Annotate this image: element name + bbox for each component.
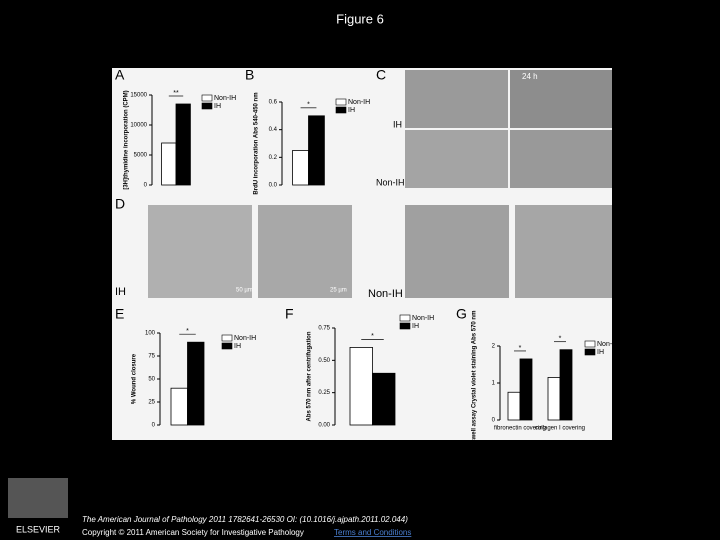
legend-swatch <box>201 94 213 102</box>
y-tick-label: 0 <box>492 418 496 424</box>
legend-swatch <box>221 334 233 342</box>
significance-label: * <box>307 102 310 109</box>
legend-label: IH <box>412 323 419 330</box>
y-tick-label: 2 <box>492 344 496 350</box>
y-tick-label: 0.4 <box>269 127 278 133</box>
bar <box>547 377 561 421</box>
photo <box>510 130 612 188</box>
bar <box>175 103 191 186</box>
legend-swatch <box>335 106 347 114</box>
legend-swatch <box>201 102 213 110</box>
significance-label: * <box>371 333 374 340</box>
y-tick-label: 75 <box>148 354 155 360</box>
panel-letter: C <box>376 67 386 83</box>
y-tick-label: 0 <box>144 183 148 189</box>
scale-label: 25 µm <box>330 288 347 294</box>
y-tick-label: 10000 <box>130 123 147 129</box>
y-axis-label: Abs 570 nm after centrifugation <box>307 331 313 421</box>
bar <box>519 358 533 421</box>
panel-letter: E <box>115 306 124 322</box>
legend-label: IH <box>214 103 221 110</box>
panel-letter: G <box>456 306 467 322</box>
y-tick-label: 0.6 <box>269 100 278 106</box>
y-tick-label: 50 <box>148 377 155 383</box>
legend-label: Non-IH <box>412 315 434 322</box>
legend-label: Non-IH <box>348 99 370 106</box>
photo <box>405 70 508 128</box>
publisher-logo <box>8 478 68 518</box>
y-tick-label: 0.2 <box>269 155 278 161</box>
legend-swatch <box>584 340 596 348</box>
bar <box>308 115 325 186</box>
y-tick-label: 15000 <box>130 93 147 99</box>
panel-letter: D <box>115 196 125 212</box>
legend-swatch <box>399 322 411 330</box>
legend-label: Non-IH <box>214 95 236 102</box>
legend-label: IH <box>234 343 241 350</box>
bar <box>292 150 309 186</box>
legend-swatch <box>221 342 233 350</box>
legend-swatch <box>335 98 347 106</box>
y-axis-label: [3H]thymidine incorporation (CPM) <box>124 90 130 189</box>
y-tick-label: 0.0 <box>269 183 278 189</box>
significance-label: * <box>186 328 189 335</box>
photo <box>405 205 509 298</box>
publisher: ELSEVIER <box>16 524 61 534</box>
legend-swatch <box>584 348 596 356</box>
y-tick-label: 0.50 <box>318 358 330 364</box>
bar <box>170 387 188 426</box>
row-label: Non-IH <box>376 177 405 187</box>
bar <box>372 372 396 426</box>
y-tick-label: 1 <box>492 381 496 387</box>
legend-swatch <box>399 314 411 322</box>
photo <box>405 130 508 188</box>
significance-label: * <box>559 336 562 343</box>
y-axis-label: % Wound closure <box>132 353 138 404</box>
citation: The American Journal of Pathology 2011 1… <box>82 515 408 524</box>
y-tick-label: 0.00 <box>318 423 330 429</box>
bar <box>559 349 573 421</box>
slide-title: Figure 6 <box>336 11 384 26</box>
panel-letter: A <box>115 67 125 83</box>
photo <box>148 205 252 298</box>
scale-label: 50 µm <box>236 288 253 294</box>
row-label: Non-IH <box>368 288 403 300</box>
bar <box>349 346 373 426</box>
legend-label: IH <box>597 349 604 356</box>
photo <box>258 205 352 298</box>
row-label: IH <box>393 119 402 129</box>
copyright: Copyright © 2011 American Society for In… <box>82 528 304 537</box>
legend-label: IH <box>348 107 355 114</box>
row-label: IH <box>115 286 126 298</box>
panel-letter: B <box>245 67 254 83</box>
photo <box>510 70 612 128</box>
y-tick-label: 25 <box>148 400 155 406</box>
y-tick-label: 0 <box>152 423 156 429</box>
y-tick-label: 100 <box>145 331 156 337</box>
bar <box>187 341 205 426</box>
legend-label: Non-IH <box>597 341 619 348</box>
significance-label: ** <box>173 90 179 97</box>
photo-label: 24 h <box>522 72 538 81</box>
y-axis-label: Transwell assay Crystal violet staining … <box>472 311 478 456</box>
terms-link[interactable]: Terms and Conditions <box>334 528 411 537</box>
panel-c: C 24 h IH Non-IH <box>376 67 612 188</box>
panel-letter: F <box>285 306 294 322</box>
panel-d: D IH Non-IH 50 µm 25 µm <box>115 196 612 300</box>
photo <box>515 205 612 298</box>
x-tick-label: collagen I covering <box>535 426 585 432</box>
x-tick-label: fibronectin covering <box>494 426 546 432</box>
bar <box>161 142 177 186</box>
y-axis-label: BrdU incorporation Abs 540-450 nm <box>254 92 260 194</box>
bar <box>507 391 521 421</box>
y-tick-label: 0.75 <box>318 326 330 332</box>
legend-label: Non-IH <box>234 335 256 342</box>
significance-label: * <box>519 345 522 352</box>
y-tick-label: 5000 <box>134 153 148 159</box>
y-tick-label: 0.25 <box>318 390 330 396</box>
